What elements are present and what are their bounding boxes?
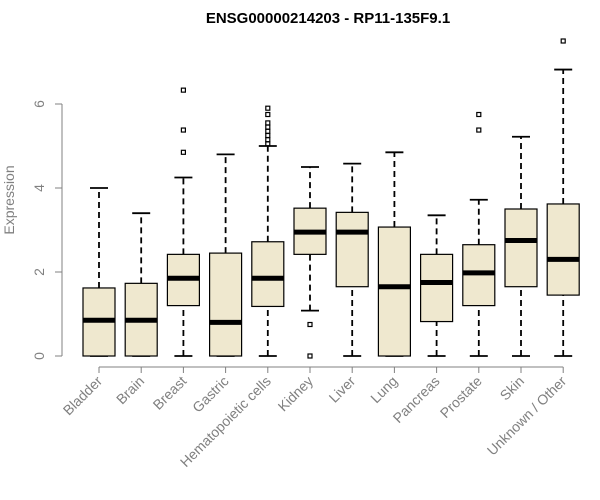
x-tick-label: Kidney: [275, 373, 317, 415]
outlier-point: [265, 105, 271, 111]
x-tick-label: Unknown / Other: [484, 373, 570, 459]
box-group: [251, 105, 285, 357]
outlier-point: [265, 137, 271, 143]
axes: 0 2 4 6: [31, 100, 564, 373]
y-axis-label: Expression: [1, 165, 17, 234]
box-group: [166, 87, 200, 357]
box: [335, 211, 369, 288]
box-group: [462, 111, 496, 357]
box: [546, 203, 580, 296]
box-group: [335, 162, 369, 357]
y-tick-label: 6: [31, 100, 47, 108]
outlier-point: [265, 124, 271, 130]
y-tick-label: 0: [31, 352, 47, 360]
y-tick-label: 4: [31, 184, 47, 192]
x-tick-label: Brain: [113, 373, 147, 407]
plot-area: [82, 38, 580, 359]
box-group: [209, 153, 243, 357]
outlier-point: [180, 127, 186, 133]
outlier-point: [265, 111, 271, 118]
outlier-point: [307, 353, 313, 359]
outlier-point: [307, 321, 313, 328]
box: [251, 241, 285, 308]
box: [420, 253, 454, 323]
outlier-point: [265, 128, 271, 134]
box-group: [504, 135, 538, 357]
x-tick-label: Liver: [326, 373, 359, 406]
box: [504, 208, 538, 288]
box-group: [124, 212, 158, 357]
box-group: [293, 166, 327, 359]
x-tick-label: Bladder: [60, 373, 106, 419]
outlier-point: [476, 111, 482, 118]
x-tick-label: Prostate: [437, 373, 485, 421]
box-group: [377, 151, 411, 357]
outlier-point: [265, 120, 271, 126]
x-tick-label: Skin: [497, 373, 528, 404]
box-group: [82, 187, 116, 357]
outlier-point: [560, 38, 566, 44]
box-group: [420, 214, 454, 357]
x-tick-label: Pancreas: [390, 373, 443, 426]
box: [209, 252, 243, 357]
box: [377, 226, 411, 357]
y-tick-label: 2: [31, 268, 47, 276]
outlier-point: [180, 87, 186, 93]
outlier-point: [476, 127, 482, 133]
x-tick-label: Breast: [150, 373, 190, 413]
outlier-point: [265, 132, 271, 139]
outlier-point: [180, 149, 186, 155]
x-tick-label: Lung: [367, 373, 400, 406]
chart-title: ENSG00000214203 - RP11-135F9.1: [206, 10, 450, 27]
box-group: [546, 38, 580, 357]
